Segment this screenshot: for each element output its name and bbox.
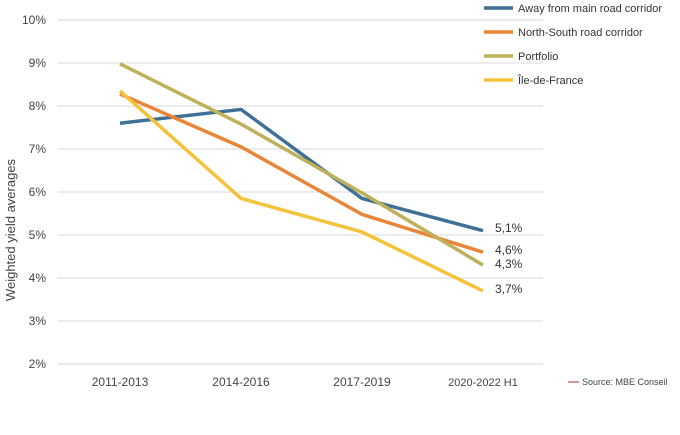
source-note: Source: MBE Conseil [568,377,668,387]
y-tick-label: 3% [29,314,47,328]
legend-label: Île-de-France [517,74,583,87]
series-lines [118,62,484,293]
x-tick-label: 2011-2013 [92,375,149,389]
y-tick-label: 6% [29,185,47,199]
source-text: Source: MBE Conseil [582,377,668,387]
end-value-label: 3,7% [495,282,523,296]
series-line [119,107,484,233]
y-axis-label: Weighted yield averages [3,158,18,301]
y-tick-label: 9% [29,56,47,70]
end-labels: 5,1% 4,6%4,3% 3,7% [495,221,523,296]
legend-label: North-South road corridor [518,27,643,39]
end-value-label: 4,6% [495,243,523,257]
legend-label: Away from main road corridor [518,3,662,15]
series-line [119,92,484,254]
x-tick-label: 2014-2016 [212,375,270,389]
y-tick-label: 4% [29,271,47,285]
end-value-label: 4,3% [495,257,523,271]
series-line [119,62,484,267]
legend: Away from main road corridor North-South … [484,3,662,87]
end-value-label: 5,1% [495,221,523,235]
y-tick-label: 2% [29,357,47,371]
series-line [118,89,484,293]
x-tick-label: 2017-2019 [333,375,391,389]
x-tick-label: 2020-2022 H1 [448,377,518,389]
grid-lines [58,19,543,365]
y-axis-ticks: 2% 3% 4% 5% 6% 7% 8% 9% 10% [22,13,46,371]
y-tick-label: 5% [29,228,47,242]
y-tick-label: 7% [29,142,47,156]
legend-label: Portfolio [518,51,558,63]
y-tick-label: 8% [29,99,47,113]
y-tick-label: 10% [22,13,46,27]
x-axis-ticks: 2011-2013 2014-2016 2017-2019 2020-2022 H1 [92,375,518,389]
